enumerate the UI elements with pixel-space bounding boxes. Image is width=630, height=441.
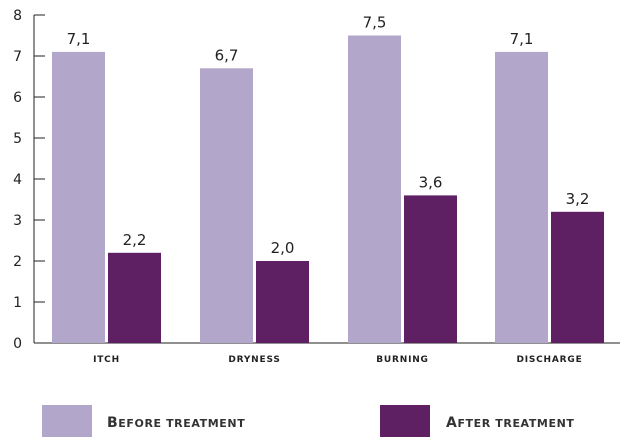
category-label-dryness: DRYNESS [228, 355, 280, 365]
bar-after-dryness [256, 261, 309, 343]
data-label-before-discharge: 7,1 [510, 30, 534, 48]
legend-label-before: BEFORE TREATMENT [107, 415, 245, 431]
bar-after-itch [108, 252, 161, 343]
y-tick-label: 0 [13, 336, 22, 352]
y-tick-label: 4 [13, 172, 22, 188]
bars [52, 35, 604, 344]
data-label-after-discharge: 3,2 [566, 190, 590, 208]
data-label-after-burning: 3,6 [419, 173, 443, 191]
y-tick-label: 2 [13, 254, 22, 270]
data-label-before-dryness: 6,7 [215, 46, 239, 64]
y-tick-label: 1 [13, 295, 22, 311]
data-label-after-itch: 2,2 [123, 231, 147, 249]
y-tick-label: 5 [13, 131, 22, 147]
bar-after-discharge [551, 211, 604, 343]
data-label-after-dryness: 2,0 [271, 239, 295, 257]
bar-before-discharge [495, 51, 548, 344]
data-label-before-itch: 7,1 [67, 30, 91, 48]
legend-swatch-before [42, 405, 92, 437]
category-label-itch: ITCH [93, 355, 120, 365]
data-label-before-burning: 7,5 [363, 14, 387, 32]
y-tick-label: 3 [13, 213, 22, 229]
legend-label-after: AFTER TREATMENT [446, 415, 575, 431]
x-axis-categories: ITCH DRYNESS BURNING DISCHARGE [93, 355, 582, 365]
legend: BEFORE TREATMENT AFTER TREATMENT [42, 405, 575, 437]
y-tick-label: 8 [13, 8, 22, 24]
category-label-discharge: DISCHARGE [516, 355, 582, 365]
y-tick-label: 6 [13, 90, 22, 106]
bar-before-burning [348, 35, 401, 343]
legend-swatch-after [380, 405, 430, 437]
y-tick-label: 7 [13, 49, 22, 65]
bar-before-dryness [200, 68, 253, 344]
bar-after-burning [404, 195, 457, 343]
category-label-burning: BURNING [376, 355, 429, 365]
bar-before-itch [52, 51, 105, 344]
data-labels: 7,1 2,2 6,7 2,0 7,5 3,6 7,1 3,2 [67, 14, 590, 258]
